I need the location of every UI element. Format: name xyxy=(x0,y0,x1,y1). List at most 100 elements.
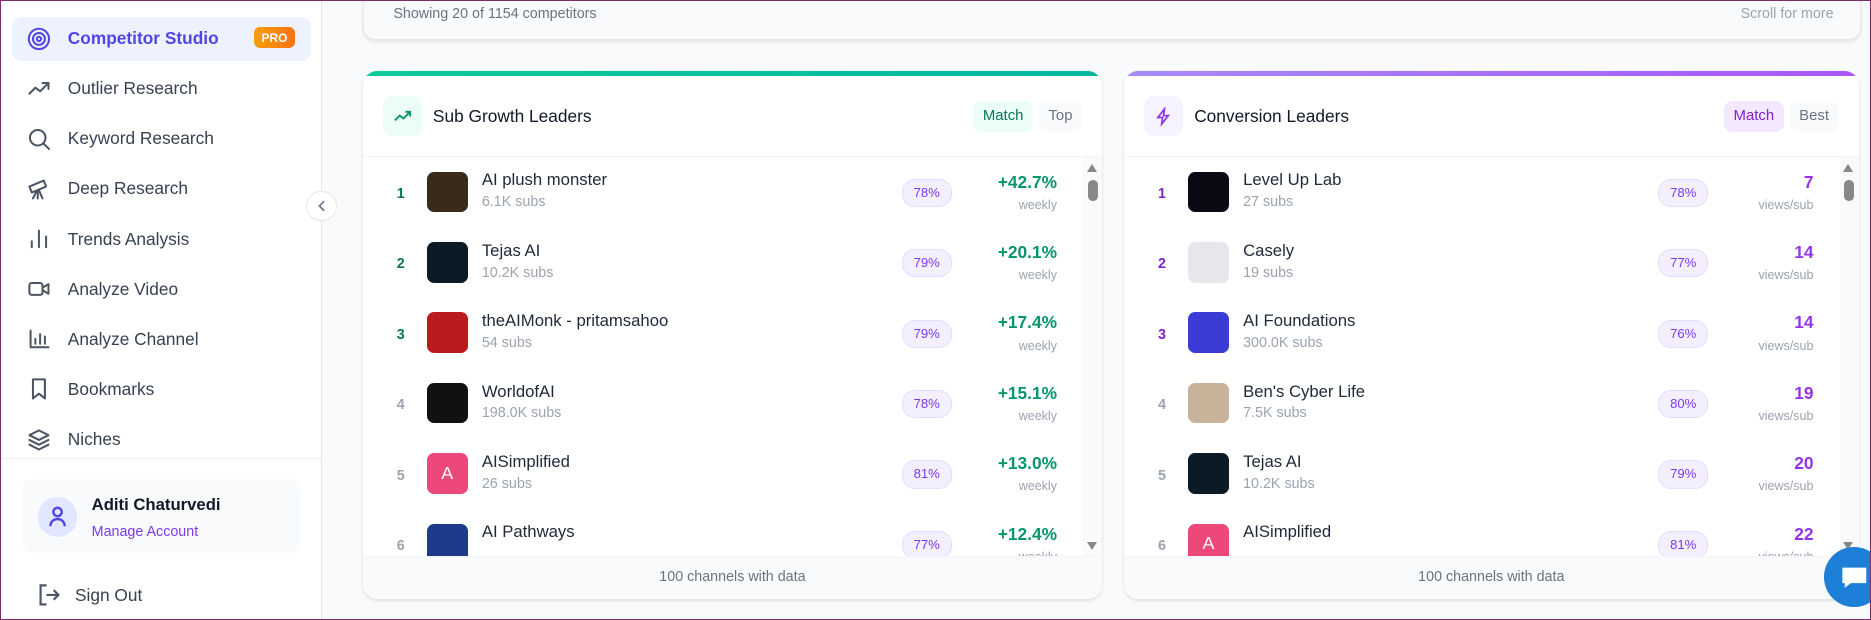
channel-subs: 19 subs xyxy=(1243,264,1294,281)
match-badge: 81% xyxy=(1658,530,1709,558)
scroll-thumb[interactable] xyxy=(1088,179,1098,202)
metric-value: +12.4% xyxy=(997,523,1057,544)
metric-value: 20 xyxy=(1794,453,1814,474)
metric-label: views/sub xyxy=(1758,268,1814,283)
channel-avatar xyxy=(426,171,468,213)
rank: 6 xyxy=(1157,537,1166,554)
channel-name: WorldofAI xyxy=(481,381,555,401)
metric-label: weekly xyxy=(1018,409,1057,424)
layers-icon xyxy=(27,428,51,452)
list-item[interactable]: 5 Tejas AI 10.2K subs 79% 20 views/sub xyxy=(1124,439,1840,509)
metric-value: +17.4% xyxy=(997,312,1057,333)
metric-value: +20.1% xyxy=(997,242,1057,262)
sidebar-item-deep-research[interactable]: Deep Research xyxy=(12,167,311,211)
list-item[interactable]: 6 AI Pathways 77% +12.4% weekly xyxy=(363,509,1084,558)
channel-name: Tejas AI xyxy=(1243,452,1302,472)
scrollbar[interactable] xyxy=(1839,157,1859,558)
accent-bar xyxy=(362,71,1103,77)
sidebar-item-niches[interactable]: Niches xyxy=(12,417,311,461)
card-footer: 100 channels with data xyxy=(1123,556,1859,599)
list-item[interactable]: 3 AI Foundations 300.0K subs 76% 14 view… xyxy=(1124,298,1840,368)
channel-name: Ben's Cyber Life xyxy=(1243,381,1366,401)
list-item[interactable]: 6 A AISimplified 81% 22 views/sub xyxy=(1124,509,1840,558)
chevron-left-icon xyxy=(318,200,325,212)
tab-top[interactable]: Top xyxy=(1038,101,1083,132)
channel-name: AI Pathways xyxy=(481,522,575,542)
scroll-down-icon[interactable] xyxy=(1086,541,1097,550)
scrollbar[interactable] xyxy=(1083,157,1103,558)
match-badge: 76% xyxy=(1658,319,1709,348)
metric-label: weekly xyxy=(1018,338,1057,353)
sidebar-item-analyze-video[interactable]: Analyze Video xyxy=(12,267,311,311)
avatar-letter: A xyxy=(441,462,454,483)
rank: 2 xyxy=(1157,256,1166,273)
video-icon xyxy=(27,277,51,301)
card-header: Sub Growth Leaders Match Top xyxy=(362,76,1103,158)
match-badge: 78% xyxy=(1658,178,1709,208)
collapse-sidebar-button[interactable] xyxy=(306,190,338,222)
channel-avatar xyxy=(1188,171,1229,213)
tab-best[interactable]: Best xyxy=(1789,101,1839,132)
tab-match[interactable]: Match xyxy=(973,101,1033,132)
sidebar-item-keyword-research[interactable]: Keyword Research xyxy=(12,117,311,161)
channel-subs: 6.1K subs xyxy=(481,194,546,211)
channel-name: Level Up Lab xyxy=(1243,170,1342,190)
scroll-up-icon[interactable] xyxy=(1086,164,1097,173)
rank: 3 xyxy=(396,326,405,343)
channel-avatar xyxy=(426,382,468,424)
metric-label: views/sub xyxy=(1758,338,1814,353)
account-card[interactable]: Aditi Chaturvedi Manage Account xyxy=(22,479,301,554)
card-title: Sub Growth Leaders xyxy=(432,105,592,126)
channel-name: theAIMonk - pritamsahoo xyxy=(481,311,669,331)
match-badge: 77% xyxy=(901,530,952,558)
channel-subs: 7.5K subs xyxy=(1243,405,1307,422)
user-icon xyxy=(37,497,78,537)
showing-count: Showing 20 of 1154 competitors xyxy=(393,5,597,22)
channel-name: Tejas AI xyxy=(481,240,541,260)
manage-account-link[interactable]: Manage Account xyxy=(91,523,199,540)
metric-label: weekly xyxy=(1018,479,1057,494)
list-item[interactable]: 1 AI plush monster 6.1K subs 78% +42.7% … xyxy=(363,157,1084,227)
channel-avatar xyxy=(426,312,468,353)
metric-label: weekly xyxy=(1018,197,1057,212)
list-item[interactable]: 3 theAIMonk - pritamsahoo 54 subs 79% +1… xyxy=(363,298,1084,368)
match-badge: 79% xyxy=(901,319,952,348)
rank: 5 xyxy=(1157,467,1166,484)
sign-out-button[interactable]: Sign Out xyxy=(37,583,142,607)
avatar-letter: A xyxy=(1202,533,1215,554)
leader-list: 1 AI plush monster 6.1K subs 78% +42.7% … xyxy=(363,157,1084,558)
scroll-up-icon[interactable] xyxy=(1843,164,1854,173)
channel-avatar xyxy=(426,242,468,283)
metric-value: 19 xyxy=(1794,382,1814,403)
channel-avatar xyxy=(426,523,468,558)
scroll-thumb[interactable] xyxy=(1844,179,1855,202)
bookmark-icon xyxy=(27,377,51,401)
chat-icon xyxy=(1842,567,1866,589)
target-icon xyxy=(27,27,51,51)
leader-list: 1 Level Up Lab 27 subs 78% 7 views/sub 2… xyxy=(1124,157,1840,558)
rank: 6 xyxy=(396,537,405,554)
sidebar-item-competitor-studio[interactable]: Competitor Studio PRO xyxy=(11,16,312,61)
chat-button[interactable] xyxy=(1824,547,1870,608)
list-item[interactable]: 2 Casely 19 subs 77% 14 views/sub xyxy=(1124,228,1840,298)
list-item[interactable]: 2 Tejas AI 10.2K subs 79% +20.1% weekly xyxy=(363,228,1084,298)
match-badge: 80% xyxy=(1658,389,1709,419)
channel-avatar xyxy=(1188,242,1229,283)
sidebar-item-trends-analysis[interactable]: Trends Analysis xyxy=(12,217,311,261)
sign-out-icon xyxy=(37,583,61,607)
list-item[interactable]: 1 Level Up Lab 27 subs 78% 7 views/sub xyxy=(1124,157,1840,227)
metric-label: views/sub xyxy=(1758,479,1814,494)
scroll-down-icon[interactable] xyxy=(1843,541,1854,550)
rank: 3 xyxy=(1157,326,1166,343)
sidebar-item-bookmarks[interactable]: Bookmarks xyxy=(12,367,311,411)
sidebar-item-outlier-research[interactable]: Outlier Research xyxy=(12,67,311,111)
list-item[interactable]: 4 Ben's Cyber Life 7.5K subs 80% 19 view… xyxy=(1124,368,1840,438)
sidebar-item-analyze-channel[interactable]: Analyze Channel xyxy=(12,317,311,361)
match-badge: 77% xyxy=(1658,249,1709,278)
channel-avatar: A xyxy=(1188,523,1229,558)
competitor-summary: Showing 20 of 1154 competitors Scroll fo… xyxy=(362,0,1861,41)
tab-match[interactable]: Match xyxy=(1724,101,1784,132)
channel-avatar xyxy=(1188,453,1229,494)
list-item[interactable]: 4 WorldofAI 198.0K subs 78% +15.1% weekl… xyxy=(363,368,1084,438)
list-item[interactable]: 5 A AISimplified 26 subs 81% +13.0% week… xyxy=(363,439,1084,509)
